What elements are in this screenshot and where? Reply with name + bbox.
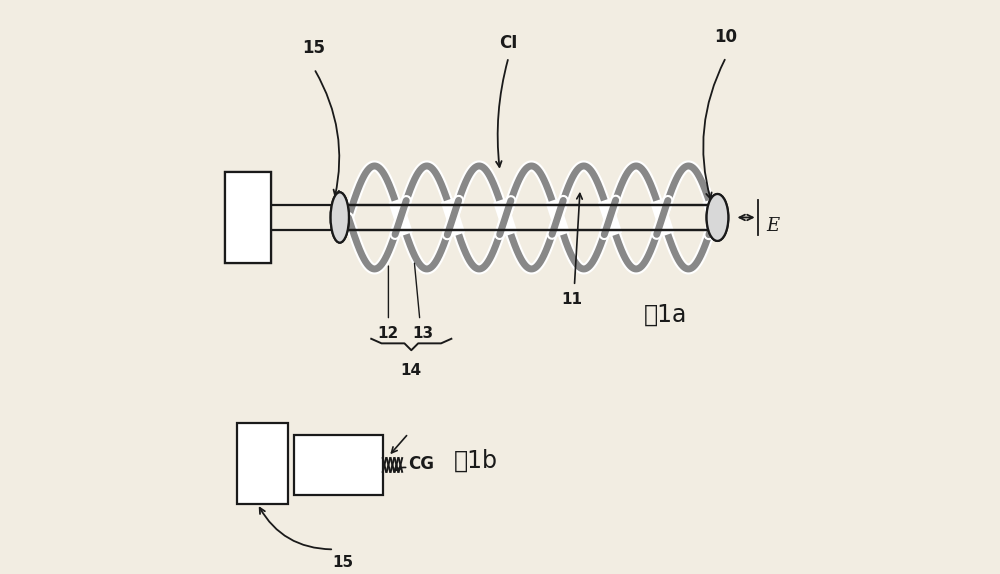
Text: 13: 13: [412, 326, 433, 341]
Text: 12: 12: [378, 326, 399, 341]
Bar: [237, 424, 288, 503]
Bar: [225, 172, 271, 263]
Bar: [294, 435, 383, 495]
Text: 15: 15: [332, 555, 353, 570]
Text: 17: 17: [238, 210, 259, 225]
Text: CG: CG: [408, 455, 434, 473]
Ellipse shape: [331, 192, 349, 243]
Text: 图1b: 图1b: [454, 449, 498, 472]
Text: E: E: [766, 217, 779, 235]
Text: 11: 11: [317, 455, 338, 470]
Text: 11: 11: [561, 292, 582, 307]
Ellipse shape: [707, 194, 728, 241]
Ellipse shape: [331, 192, 349, 243]
Text: 14: 14: [401, 363, 422, 378]
Text: 17: 17: [246, 472, 267, 487]
Text: 10: 10: [715, 28, 738, 46]
Text: 15: 15: [303, 39, 326, 57]
Bar: [225, 172, 271, 263]
Text: 图1a: 图1a: [644, 302, 688, 327]
Ellipse shape: [707, 194, 728, 241]
Text: CI: CI: [499, 33, 518, 52]
